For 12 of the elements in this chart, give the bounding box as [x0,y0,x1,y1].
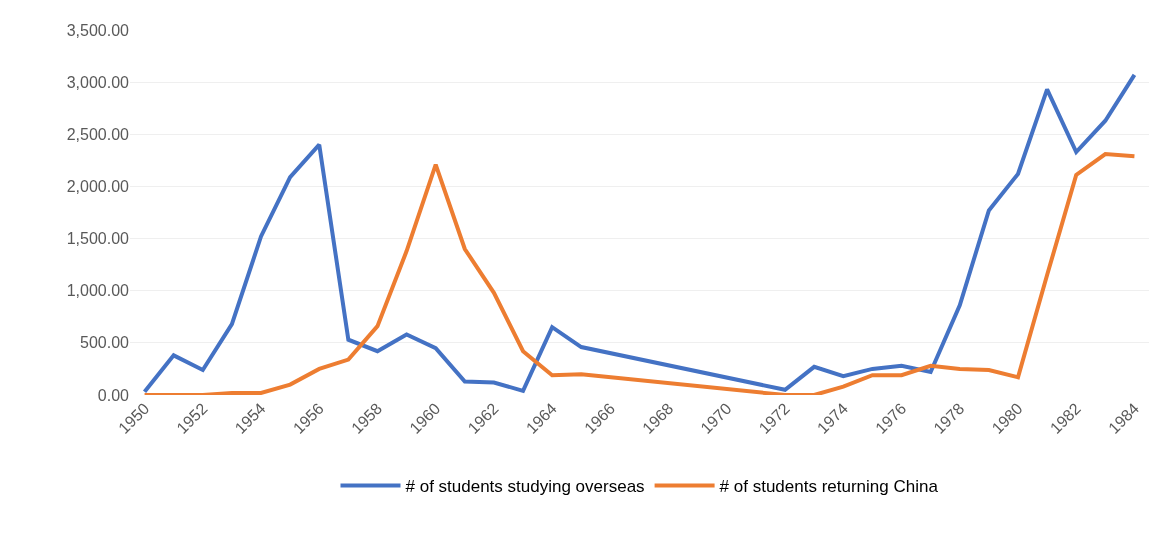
y-tick-label: 3,000.00 [66,73,130,91]
y-tick-label: 1,500.00 [66,230,130,248]
y-tick-label: 1,000.00 [66,282,130,300]
y-tick-label: 500.00 [80,334,130,352]
y-tick-label: 3,500.00 [66,21,130,39]
legend-label: # of students returning China [719,477,939,497]
y-tick-label: 2,000.00 [66,178,130,196]
y-tick-label: 0.00 [97,386,130,404]
line-series [142,152,1137,395]
line-series [142,72,1137,394]
legend-label: # of students studying overseas [405,477,645,497]
y-tick-label: 2,500.00 [66,125,130,143]
